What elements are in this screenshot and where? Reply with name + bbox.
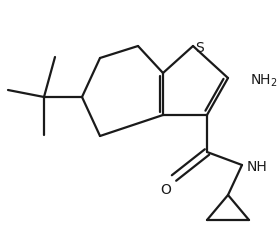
Text: NH$_2$: NH$_2$ [250,73,278,89]
Text: S: S [196,41,204,55]
Text: NH: NH [247,160,268,174]
Text: O: O [161,183,172,197]
